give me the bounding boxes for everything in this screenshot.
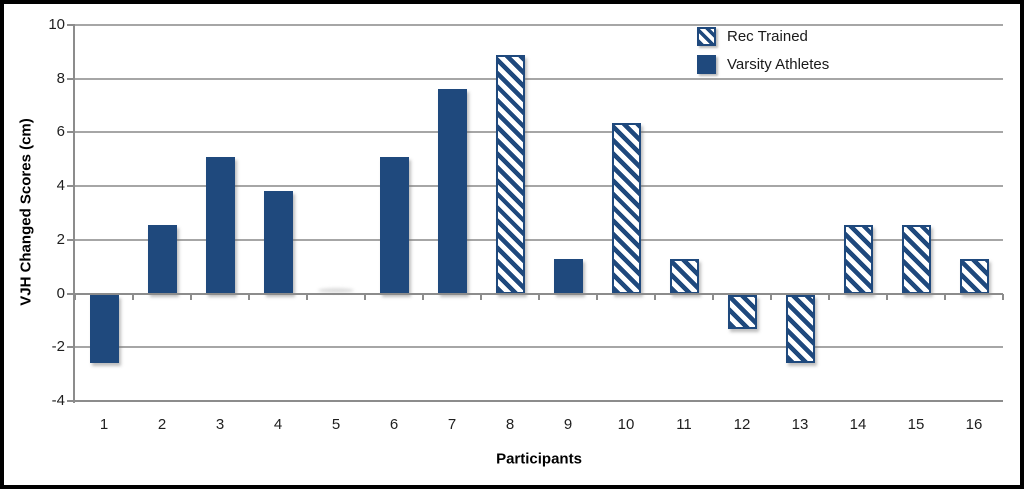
y-axis-tick	[67, 24, 75, 26]
x-axis-tick	[364, 293, 366, 300]
x-axis-tick	[306, 293, 308, 300]
x-axis-tick-label: 8	[505, 416, 515, 433]
x-axis-tick	[480, 293, 482, 300]
y-axis-tick	[67, 346, 75, 349]
x-axis-tick	[654, 293, 656, 300]
bar-rec-trained	[611, 123, 641, 294]
bar-rec-trained	[727, 294, 757, 329]
y-axis-tick-label: 8	[56, 69, 65, 87]
y-axis-tick-label: 4	[56, 177, 65, 195]
x-axis-tick	[132, 293, 134, 300]
x-axis-tick-label: 2	[157, 416, 167, 433]
bar-rec-trained	[785, 294, 815, 363]
gridline	[75, 238, 1003, 241]
x-axis-tick	[886, 293, 888, 300]
legend-item: Varsity Athletes	[697, 52, 829, 77]
bar-varsity-athlete	[553, 259, 583, 294]
bar-rec-trained	[495, 54, 525, 294]
legend-swatch-hatched-icon	[697, 27, 716, 46]
bar-varsity-athlete	[437, 88, 467, 294]
gridline	[75, 185, 1003, 188]
x-axis-tick	[190, 293, 192, 300]
y-axis-tick	[67, 185, 75, 188]
bar-varsity-athlete	[263, 191, 293, 294]
y-axis-tick-label: 2	[56, 230, 65, 248]
x-axis-tick-label: 9	[563, 416, 573, 433]
x-axis-line	[75, 292, 1003, 295]
x-axis-tick-label: 7	[447, 416, 457, 433]
x-axis-tick	[828, 293, 830, 300]
bar-rec-trained	[843, 225, 873, 294]
x-axis-title: Participants	[496, 450, 582, 468]
bar-rec-trained	[669, 259, 699, 294]
y-axis-tick-label: 6	[56, 123, 65, 141]
x-axis-tick	[248, 293, 250, 300]
legend-label: Varsity Athletes	[727, 56, 830, 73]
x-axis-tick-label: 4	[273, 416, 283, 433]
y-axis-tick-label: -4	[51, 392, 65, 409]
y-axis-tick	[67, 238, 75, 241]
bar-varsity-athlete	[379, 157, 409, 294]
x-axis-tick	[712, 293, 714, 300]
x-axis-tick-label: 14	[849, 416, 867, 433]
x-axis-tick-label: 5	[331, 416, 341, 433]
gridline	[75, 400, 1003, 402]
zero-bar-shadow	[318, 287, 354, 293]
x-axis-tick	[1002, 293, 1004, 300]
x-axis-tick-label: 16	[965, 416, 983, 433]
legend: Rec Trained Varsity Athletes	[697, 24, 829, 77]
bar-varsity-athlete	[147, 225, 177, 294]
gridline	[75, 24, 1003, 26]
x-axis-tick-label: 15	[907, 416, 925, 433]
gridline	[75, 131, 1003, 134]
x-axis-tick-label: 11	[676, 416, 692, 433]
x-axis-tick	[74, 293, 76, 300]
y-axis-line	[73, 24, 75, 403]
y-axis-tick-label: 0	[56, 284, 65, 302]
x-axis-tick-label: 10	[617, 416, 635, 433]
x-axis-tick-label: 13	[791, 416, 809, 433]
x-axis-tick	[944, 293, 946, 300]
x-axis-tick-label: 12	[733, 416, 751, 433]
x-axis-tick	[538, 293, 540, 300]
y-axis-tick	[67, 77, 75, 80]
y-axis-tick-label: 10	[48, 16, 65, 33]
bar-rec-trained	[959, 259, 989, 294]
legend-label: Rec Trained	[727, 28, 808, 45]
legend-swatch-solid-icon	[697, 55, 716, 74]
x-axis-tick	[422, 293, 424, 300]
x-axis-tick-label: 3	[215, 416, 225, 433]
x-axis-tick-label: 6	[389, 416, 399, 433]
legend-item: Rec Trained	[697, 24, 829, 49]
gridline	[75, 77, 1003, 80]
bar-varsity-athlete	[205, 157, 235, 294]
y-axis-title: VJH Changed Scores (cm)	[17, 118, 35, 306]
bar-varsity-athlete	[89, 294, 119, 363]
x-axis-tick-label: 1	[99, 416, 109, 433]
bar-rec-trained	[901, 225, 931, 294]
y-axis-tick-label: -2	[51, 338, 65, 356]
x-axis-tick	[596, 293, 598, 300]
y-axis-tick	[67, 131, 75, 134]
y-axis-tick	[67, 292, 75, 295]
gridline	[75, 346, 1003, 349]
x-axis-tick	[770, 293, 772, 300]
y-axis-tick	[67, 400, 75, 402]
